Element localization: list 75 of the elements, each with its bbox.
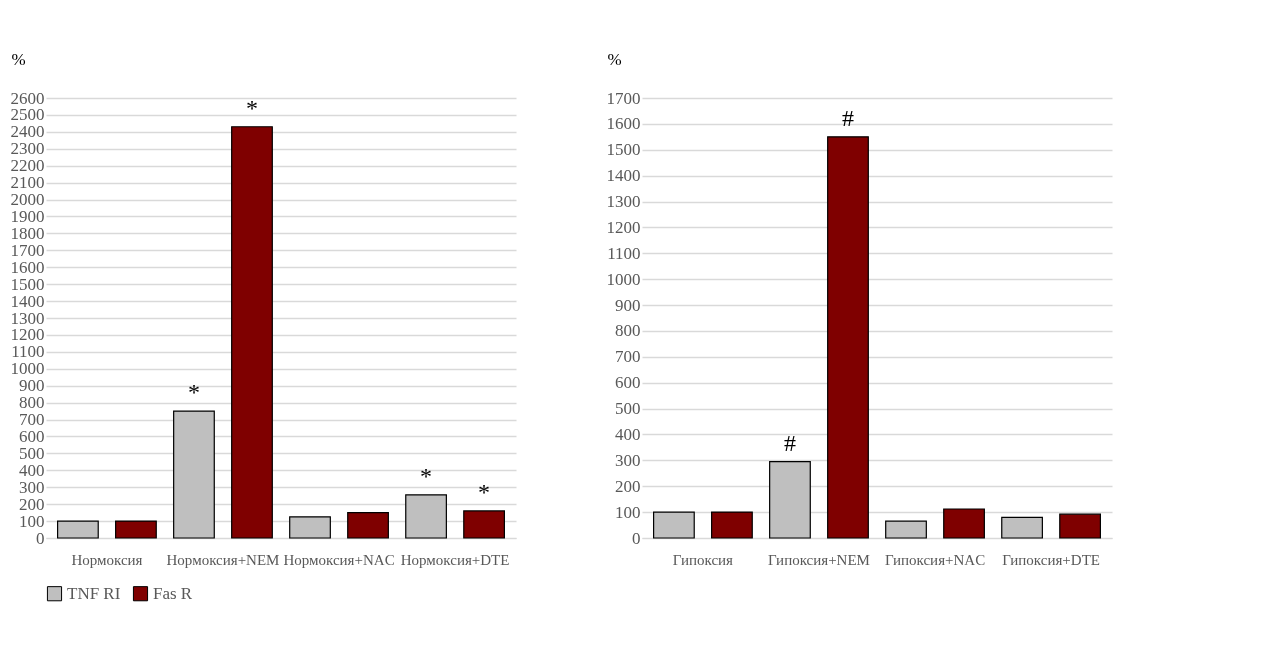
y-tick-label: 200 [19, 494, 45, 514]
y-tick-label: 200 [615, 476, 641, 496]
y-tick-label: 1800 [10, 223, 45, 243]
y-tick-label: 1000 [606, 269, 641, 289]
y-tick-label: 1700 [606, 88, 641, 108]
y-tick-label: 2500 [10, 105, 45, 125]
x-tick-label: Нормоксия+NAC [283, 551, 395, 568]
y-tick-label: 1300 [10, 308, 45, 328]
bar [827, 136, 869, 539]
y-axis-title: % [11, 49, 26, 69]
y-tick-label: 900 [19, 376, 45, 396]
y-tick-label: 100 [19, 511, 45, 531]
y-tick-label: 1200 [10, 325, 45, 345]
bar [653, 511, 695, 539]
data-label: * [187, 379, 200, 406]
y-tick-label: 600 [615, 373, 641, 393]
y-tick-label: 2400 [10, 122, 45, 142]
y-axis-title: % [607, 49, 622, 69]
y-tick-label: 1500 [10, 274, 45, 294]
y-tick-label: 1200 [606, 217, 641, 237]
bar [943, 508, 985, 539]
bar [1001, 516, 1043, 539]
y-tick-label: 1000 [10, 359, 45, 379]
y-tick-label: 2100 [10, 173, 45, 193]
y-tick-label: 1100 [11, 342, 45, 362]
y-tick-label: 1600 [606, 114, 641, 134]
y-tick-label: 1100 [607, 243, 641, 263]
bar [769, 461, 811, 539]
y-tick-label: 500 [19, 443, 45, 463]
bar [1059, 513, 1101, 539]
x-tick-label: Нормоксия+DTE [400, 551, 510, 568]
y-tick-label: 1600 [10, 257, 45, 277]
y-tick-label: 700 [615, 347, 641, 367]
x-tick-label: Нормоксия+NEM [166, 551, 280, 568]
y-tick-label: 0 [36, 528, 45, 548]
legend-label: Fas R [153, 583, 193, 603]
bar [173, 410, 215, 539]
bar [289, 516, 331, 539]
x-tick-label: Гипоксия+NEM [768, 551, 870, 568]
y-tick-label: 400 [19, 460, 45, 480]
y-tick-label: 2600 [10, 88, 45, 108]
bar [463, 510, 505, 539]
bar [885, 520, 927, 539]
y-tick-label: 1500 [606, 140, 641, 160]
legend-label: TNF RI [67, 583, 121, 603]
bar [711, 511, 753, 539]
data-label: * [420, 462, 433, 489]
bar [231, 126, 273, 539]
data-label: # [783, 429, 796, 456]
y-tick-label: 2300 [10, 139, 45, 159]
bar [347, 512, 389, 539]
x-tick-label: Гипоксия+NAC [884, 551, 986, 568]
y-tick-label: 1700 [10, 240, 45, 260]
y-tick-label: 1400 [10, 291, 45, 311]
bar [115, 520, 157, 539]
y-tick-label: 300 [19, 477, 45, 497]
y-tick-label: 0 [632, 528, 641, 548]
y-tick-label: 300 [615, 450, 641, 470]
bar [405, 494, 447, 539]
bar [57, 520, 99, 539]
y-tick-label: 800 [615, 321, 641, 341]
x-tick-label: Гипоксия+DTE [1002, 551, 1100, 568]
x-tick-label: Гипоксия [672, 551, 734, 568]
data-label: # [841, 104, 854, 131]
data-label: * [478, 478, 491, 505]
y-tick-label: 800 [19, 393, 45, 413]
y-tick-label: 400 [615, 424, 641, 444]
y-tick-label: 1300 [606, 192, 641, 212]
y-tick-label: 1400 [606, 166, 641, 186]
data-label: * [245, 94, 258, 121]
y-tick-label: 100 [615, 502, 641, 522]
y-tick-label: 900 [615, 295, 641, 315]
y-tick-label: 500 [615, 399, 641, 419]
y-tick-label: 2200 [10, 156, 45, 176]
x-tick-label: Нормоксия [71, 551, 143, 568]
